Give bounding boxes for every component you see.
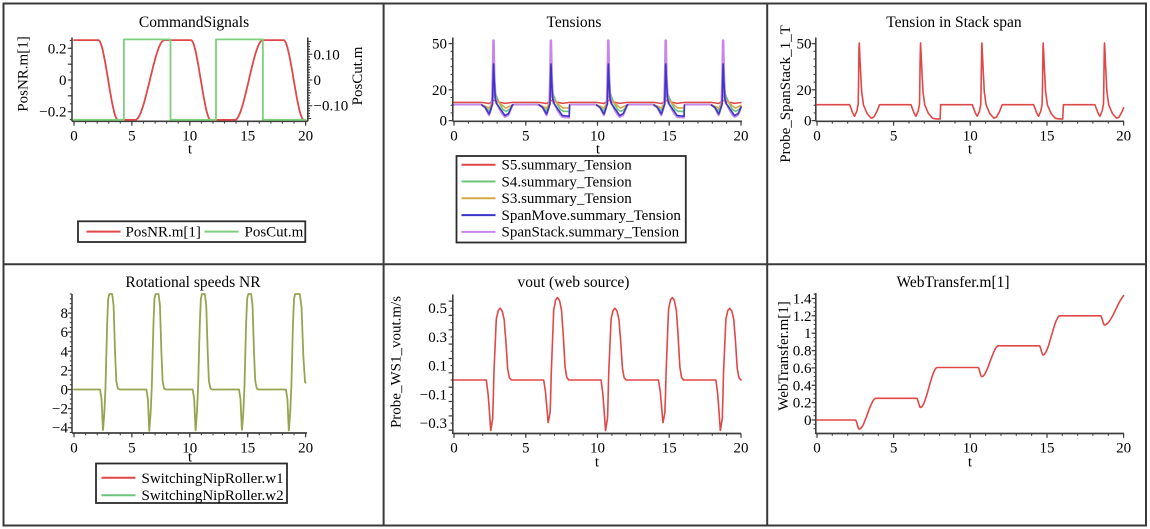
svg-text:20: 20 <box>1116 129 1131 145</box>
svg-text:0: 0 <box>440 114 448 130</box>
svg-text:15: 15 <box>240 441 255 457</box>
svg-text:SpanStack.summary_Tension: SpanStack.summary_Tension <box>502 225 680 241</box>
svg-text:vout (web source): vout (web source) <box>518 274 630 291</box>
svg-text:1.2: 1.2 <box>793 309 812 325</box>
svg-text:15: 15 <box>1040 129 1055 145</box>
svg-text:t: t <box>968 455 973 471</box>
svg-text:−0.2: −0.2 <box>39 105 66 121</box>
svg-text:0: 0 <box>813 441 821 457</box>
svg-text:Probe_WS1_vout.m/s: Probe_WS1_vout.m/s <box>389 296 405 428</box>
svg-text:0: 0 <box>450 129 458 145</box>
svg-text:t: t <box>595 455 600 471</box>
svg-text:15: 15 <box>662 441 677 457</box>
svg-text:0.10: 0.10 <box>314 47 340 63</box>
svg-text:−0.1: −0.1 <box>420 387 447 403</box>
svg-text:0: 0 <box>450 441 458 457</box>
svg-text:5: 5 <box>890 129 898 145</box>
svg-text:0.2: 0.2 <box>793 396 812 412</box>
svg-text:15: 15 <box>662 129 677 145</box>
svg-text:0: 0 <box>70 129 78 145</box>
svg-text:15: 15 <box>1040 441 1055 457</box>
svg-text:PosNR.m[1]: PosNR.m[1] <box>16 36 32 111</box>
svg-text:−0.3: −0.3 <box>420 416 447 432</box>
svg-text:0.2: 0.2 <box>48 41 67 57</box>
svg-text:0.5: 0.5 <box>428 301 447 317</box>
svg-text:10: 10 <box>963 129 978 145</box>
svg-text:S4.summary_Tension: S4.summary_Tension <box>502 174 633 190</box>
svg-text:5: 5 <box>890 441 898 457</box>
svg-text:20: 20 <box>432 83 447 99</box>
svg-text:0: 0 <box>59 73 67 89</box>
svg-text:10: 10 <box>182 441 197 457</box>
svg-text:S5.summary_Tension: S5.summary_Tension <box>502 158 633 174</box>
svg-text:WebTransfer.m[1]: WebTransfer.m[1] <box>896 274 1009 291</box>
svg-text:SwitchingNipRoller.w1: SwitchingNipRoller.w1 <box>142 471 284 487</box>
svg-text:8: 8 <box>61 306 69 322</box>
svg-text:t: t <box>968 142 973 158</box>
svg-text:PosNR.m[1]: PosNR.m[1] <box>126 225 201 241</box>
svg-text:2: 2 <box>61 363 69 379</box>
svg-text:0: 0 <box>61 383 69 399</box>
svg-text:t: t <box>188 450 193 466</box>
svg-text:S3.summary_Tension: S3.summary_Tension <box>502 191 633 207</box>
svg-text:0: 0 <box>813 129 821 145</box>
svg-text:Probe_SpanStack_1_T: Probe_SpanStack_1_T <box>778 25 794 162</box>
svg-text:PosCut.m: PosCut.m <box>245 225 304 241</box>
svg-text:15: 15 <box>240 129 255 145</box>
svg-text:t: t <box>596 142 601 158</box>
svg-text:−2: −2 <box>52 402 68 418</box>
svg-text:Tensions: Tensions <box>547 14 602 31</box>
svg-text:5: 5 <box>522 441 530 457</box>
svg-text:10: 10 <box>590 129 605 145</box>
svg-text:0: 0 <box>314 73 322 89</box>
svg-text:CommandSignals: CommandSignals <box>139 14 249 31</box>
svg-text:20: 20 <box>298 129 313 145</box>
svg-text:5: 5 <box>522 129 530 145</box>
svg-text:10: 10 <box>963 441 978 457</box>
svg-text:1.4: 1.4 <box>793 292 812 308</box>
svg-text:1: 1 <box>804 326 812 342</box>
svg-text:0: 0 <box>70 441 78 457</box>
svg-text:t: t <box>188 142 193 158</box>
svg-text:10: 10 <box>590 441 605 457</box>
svg-text:0.6: 0.6 <box>793 361 812 377</box>
svg-text:50: 50 <box>432 37 447 53</box>
svg-text:20: 20 <box>734 129 749 145</box>
svg-text:Tension in Stack span: Tension in Stack span <box>886 14 1022 31</box>
svg-text:5: 5 <box>128 441 136 457</box>
svg-text:PosCut.m: PosCut.m <box>350 46 366 105</box>
svg-text:0.8: 0.8 <box>793 344 812 360</box>
svg-text:0.1: 0.1 <box>428 359 447 375</box>
svg-text:5: 5 <box>128 129 136 145</box>
svg-text:−4: −4 <box>52 421 68 437</box>
svg-text:20: 20 <box>797 83 812 99</box>
svg-text:10: 10 <box>182 129 197 145</box>
svg-text:0: 0 <box>804 114 812 130</box>
svg-text:20: 20 <box>298 441 313 457</box>
svg-text:20: 20 <box>734 441 749 457</box>
svg-text:6: 6 <box>61 325 69 341</box>
svg-text:SpanMove.summary_Tension: SpanMove.summary_Tension <box>502 208 682 224</box>
svg-text:4: 4 <box>61 344 69 360</box>
svg-text:Rotational speeds NR: Rotational speeds NR <box>125 274 261 291</box>
svg-text:20: 20 <box>1116 441 1131 457</box>
svg-text:−0.10: −0.10 <box>314 99 349 115</box>
svg-text:0.3: 0.3 <box>428 330 447 346</box>
svg-text:WebTransfer.m[1]: WebTransfer.m[1] <box>776 301 792 410</box>
svg-text:0.4: 0.4 <box>793 378 812 394</box>
svg-text:SwitchingNipRoller.w2: SwitchingNipRoller.w2 <box>142 488 284 504</box>
svg-text:0: 0 <box>804 413 812 429</box>
svg-text:50: 50 <box>797 37 812 53</box>
